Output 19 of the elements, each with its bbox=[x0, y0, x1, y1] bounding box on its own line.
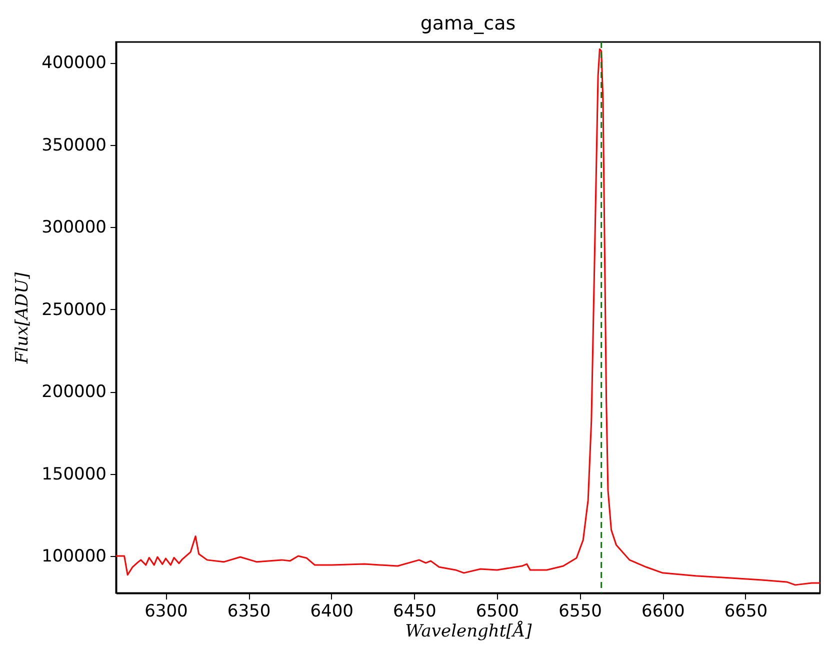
x-axis-title: Wavelenght[Å] bbox=[405, 620, 532, 642]
y-tick-label: 250000 bbox=[42, 300, 106, 320]
y-tick-label: 100000 bbox=[42, 546, 106, 566]
chart-title: gama_cas bbox=[420, 12, 516, 34]
y-tick-label: 400000 bbox=[42, 53, 106, 74]
y-axis-title: Flux[ADU] bbox=[12, 272, 33, 365]
line-series bbox=[116, 48, 820, 586]
x-tick-label: 6400 bbox=[310, 602, 354, 622]
y-tick-label: 200000 bbox=[42, 382, 106, 402]
x-tick-label: 6550 bbox=[558, 602, 602, 622]
y-tick-label: 300000 bbox=[42, 218, 106, 238]
x-tick-label: 6500 bbox=[476, 602, 520, 622]
x-tick-label: 6650 bbox=[724, 602, 768, 622]
x-tick-label: 6350 bbox=[227, 602, 271, 622]
x-tick-label: 6600 bbox=[642, 602, 685, 622]
y-tick-label: 150000 bbox=[42, 464, 106, 484]
x-tick-label: 6450 bbox=[393, 602, 436, 622]
x-tick-label: 6300 bbox=[144, 602, 188, 622]
y-tick-label: 350000 bbox=[42, 135, 106, 156]
